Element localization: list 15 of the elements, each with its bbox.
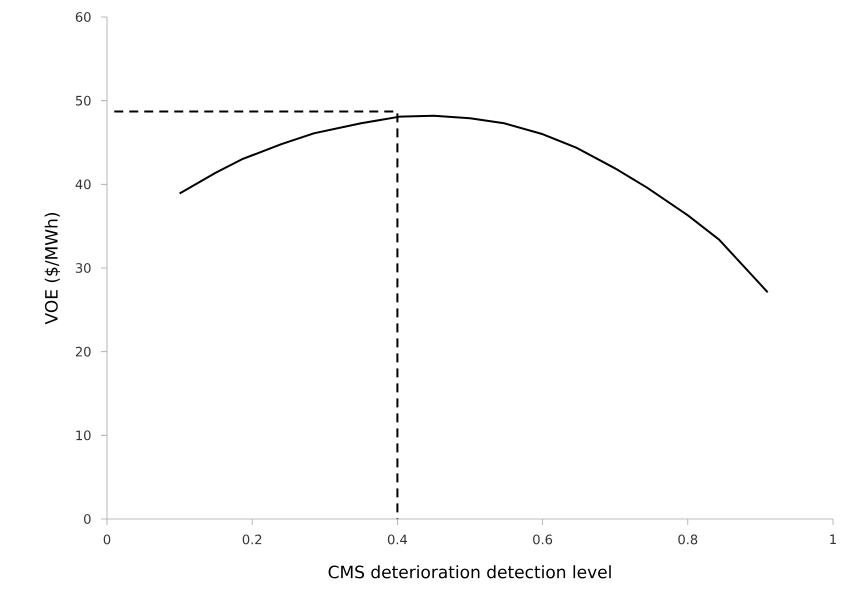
x-tick-label: 0.4 bbox=[388, 534, 408, 544]
x-tick-label: 0 bbox=[104, 534, 110, 544]
x-tick-label: 1 bbox=[830, 534, 836, 544]
y-tick-label: 20 bbox=[76, 346, 91, 357]
y-tick-label: 60 bbox=[76, 12, 91, 22]
y-axis-title: VOE ($/MWh) bbox=[44, 213, 60, 324]
x-tick-label: 0.2 bbox=[242, 534, 262, 544]
y-tick-label: 0 bbox=[84, 514, 91, 524]
y-tick-label: 10 bbox=[76, 430, 91, 440]
y-tick-label: 50 bbox=[76, 96, 91, 106]
y-tick-label: 40 bbox=[76, 179, 91, 190]
y-tick-label: 30 bbox=[76, 263, 91, 273]
x-tick-label: 0.6 bbox=[533, 534, 552, 544]
x-tick-label: 0.8 bbox=[678, 534, 698, 544]
x-axis-title: CMS deterioration detection level bbox=[328, 565, 611, 578]
